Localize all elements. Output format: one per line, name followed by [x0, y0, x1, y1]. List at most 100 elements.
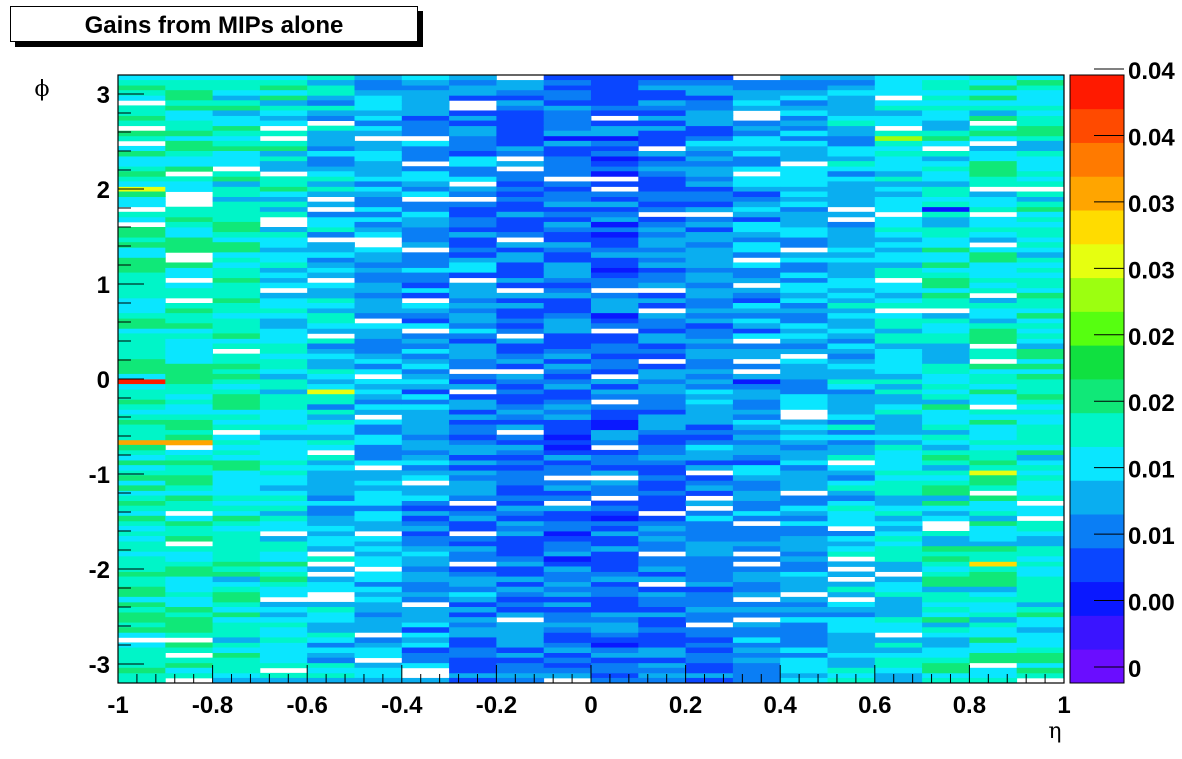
heatmap-cell: [685, 373, 734, 380]
heatmap-cell: [307, 151, 355, 157]
heatmap-cell: [543, 257, 592, 263]
heatmap-cell: [732, 607, 781, 613]
heatmap-cell: [922, 617, 970, 623]
heatmap-cell: [212, 201, 261, 208]
heatmap-cell: [874, 353, 923, 360]
heatmap-cell: [118, 409, 166, 415]
heatmap-cell: [212, 206, 261, 213]
heatmap-cell: [543, 242, 592, 248]
heatmap-cell: [732, 379, 781, 385]
heatmap-cell: [732, 206, 781, 213]
heatmap-cell: [638, 622, 686, 628]
heatmap-cell: [307, 647, 355, 653]
heatmap-cell: [874, 181, 923, 187]
heatmap-cell: [922, 85, 970, 91]
heatmap-cell: [591, 404, 639, 410]
heatmap-cell: [780, 151, 828, 157]
heatmap-cell: [969, 262, 1018, 268]
heatmap-cell: [685, 546, 734, 552]
heatmap-cell: [543, 282, 592, 289]
heatmap-cell: [780, 556, 828, 562]
heatmap-cell: [354, 186, 403, 192]
heatmap-cell: [118, 216, 166, 223]
heatmap-cell: [165, 272, 213, 279]
heatmap-cell: [638, 520, 686, 527]
heatmap-cell: [874, 145, 923, 152]
heatmap-cell: [354, 419, 403, 425]
heatmap-cell: [496, 444, 545, 451]
heatmap-cell: [259, 389, 308, 395]
heatmap-cell: [874, 470, 923, 476]
heatmap-cell: [1016, 561, 1065, 567]
heatmap-cell: [969, 470, 1018, 476]
heatmap-cell: [401, 343, 450, 349]
heatmap-cell: [969, 216, 1018, 223]
heatmap-cell: [543, 444, 592, 451]
heatmap-cell: [638, 627, 686, 633]
heatmap-cell: [543, 313, 592, 319]
heatmap-cell: [732, 591, 781, 598]
heatmap-cell: [354, 672, 403, 679]
heatmap-cell: [496, 272, 545, 279]
heatmap-cell: [401, 242, 450, 248]
heatmap-cell: [354, 515, 403, 522]
heatmap-cell: [496, 556, 545, 562]
heatmap-cell: [212, 581, 261, 588]
heatmap-cell: [638, 166, 686, 172]
heatmap-cell: [307, 145, 355, 152]
heatmap-cell: [874, 85, 923, 91]
heatmap-cell: [354, 115, 403, 121]
heatmap-cell: [732, 601, 781, 608]
heatmap-cell: [969, 237, 1018, 243]
heatmap-cell: [922, 394, 970, 400]
heatmap-cell: [969, 556, 1018, 562]
heatmap-cell: [449, 297, 497, 304]
heatmap-cell: [922, 95, 970, 101]
heatmap-cell: [543, 303, 592, 309]
heatmap-cell: [922, 642, 970, 648]
heatmap-cell: [543, 551, 592, 557]
heatmap-cell: [212, 161, 261, 167]
heatmap-cell: [685, 328, 734, 334]
heatmap-cell: [685, 120, 734, 127]
colorbar-label: 0.04: [1128, 58, 1175, 85]
heatmap-cell: [543, 161, 592, 167]
heatmap-cell: [1016, 520, 1065, 527]
heatmap-cell: [212, 130, 261, 137]
heatmap-cell: [638, 100, 686, 106]
heatmap-cell: [354, 176, 403, 182]
heatmap-cell: [922, 667, 970, 674]
heatmap-cell: [118, 622, 166, 628]
colorbar-segment: [1070, 581, 1124, 616]
heatmap-cell: [543, 652, 592, 659]
heatmap-cell: [496, 206, 545, 213]
heatmap-cell: [780, 348, 828, 355]
heatmap-cell: [922, 272, 970, 279]
heatmap-cell: [496, 303, 545, 309]
heatmap-cell: [354, 439, 403, 446]
heatmap-cell: [685, 612, 734, 618]
heatmap-cell: [118, 252, 166, 258]
heatmap-cell: [591, 647, 639, 653]
heatmap-cell: [496, 637, 545, 643]
heatmap-cell: [496, 338, 545, 344]
heatmap-cell: [1016, 297, 1065, 304]
heatmap-cell: [732, 232, 781, 238]
heatmap-cell: [449, 505, 497, 512]
heatmap-cell: [212, 95, 261, 101]
heatmap-cell: [591, 181, 639, 187]
heatmap-cell: [969, 439, 1018, 446]
heatmap-cell: [543, 399, 592, 405]
heatmap-cell: [212, 384, 261, 390]
heatmap-cell: [118, 196, 166, 203]
heatmap-cell: [212, 571, 261, 577]
heatmap-cell: [1016, 490, 1065, 496]
heatmap-cell: [1016, 338, 1065, 344]
heatmap-cell: [401, 308, 450, 314]
heatmap-cell: [118, 348, 166, 355]
colorbar-segment: [1070, 379, 1124, 414]
heatmap-cell: [354, 247, 403, 253]
heatmap-cell: [212, 475, 261, 481]
heatmap-cell: [685, 591, 734, 598]
heatmap-cell: [874, 566, 923, 572]
